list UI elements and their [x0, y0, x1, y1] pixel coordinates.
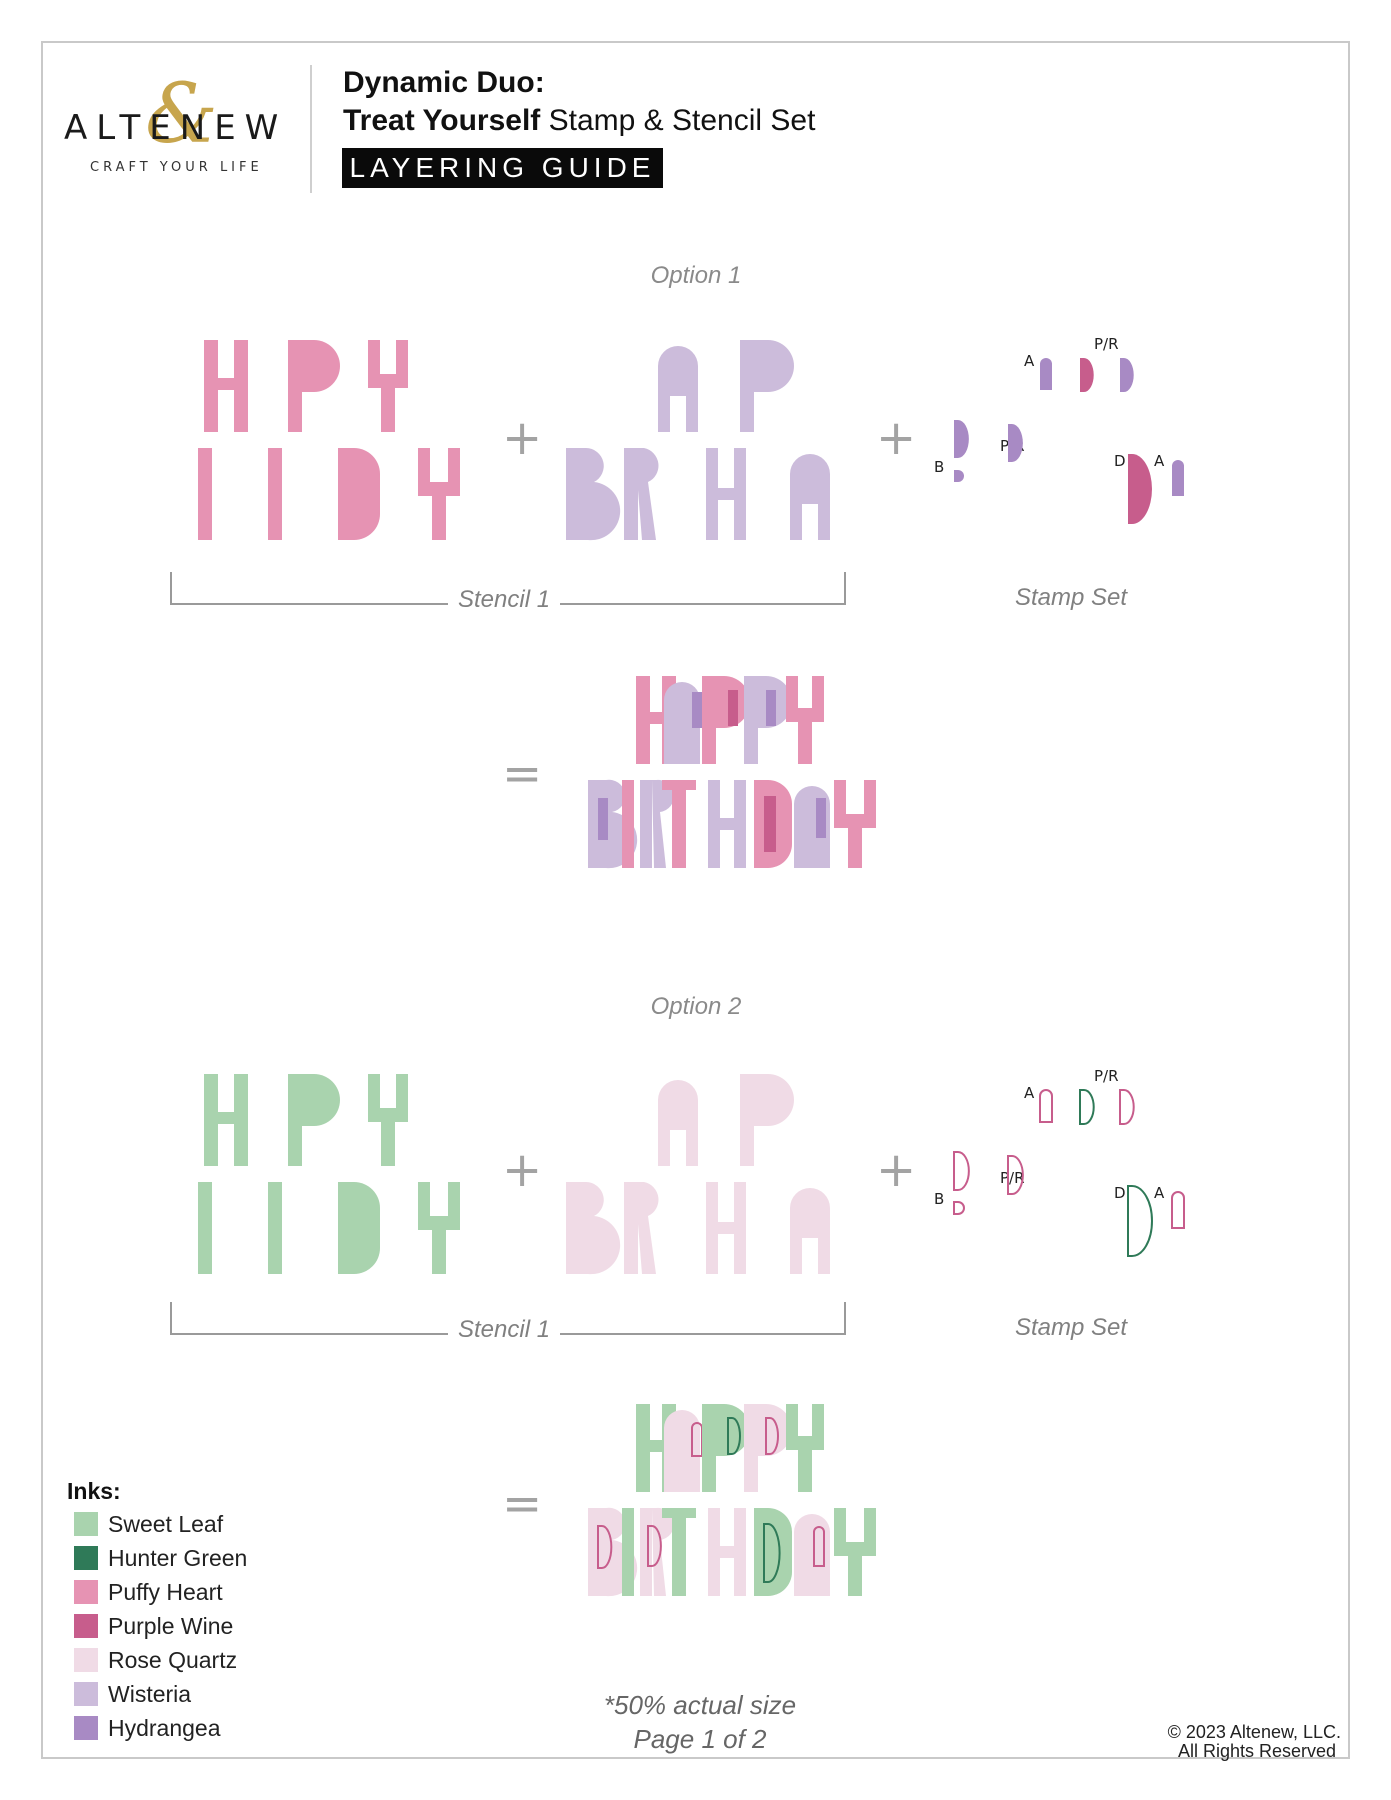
option-1-result-happy-birthday: [588, 676, 876, 869]
title-line-2: Treat Yourself Stamp & Stencil Set: [343, 104, 815, 138]
option-2-stamp-caption: Stamp Set: [1005, 1314, 1138, 1342]
swatch-puffy-heart: [74, 1580, 98, 1604]
scale-note: *50% actual size: [603, 1690, 797, 1720]
rights-reserved: All Rights Reserved: [1177, 1741, 1336, 1761]
option-1-plus-1: +: [502, 410, 543, 466]
option-1-stencil-caption: Stencil 1: [448, 586, 561, 614]
option-2-stamp-label-b: B: [934, 1190, 945, 1208]
ink-item: Rose Quartz: [74, 1646, 237, 1674]
option-2-plus-2: +: [876, 1142, 917, 1198]
option-2-stencil-a: [198, 1074, 460, 1274]
swatch-sweet-leaf: [74, 1512, 98, 1536]
option-2-stamp-set: [953, 1089, 1185, 1257]
ink-label: Sweet Leaf: [108, 1510, 224, 1537]
ink-item: Hunter Green: [74, 1544, 247, 1572]
copyright: © 2023 Altenew, LLC.: [1167, 1722, 1341, 1742]
option-1-stamp-label-a-2: A: [1154, 452, 1165, 470]
swatch-hunter-green: [74, 1546, 98, 1570]
title-bold: Treat Yourself: [343, 104, 541, 137]
inks-title: Inks:: [67, 1478, 121, 1504]
option-2-equals: =: [502, 1476, 543, 1532]
option-2-stencil-b: [566, 1074, 830, 1275]
option-1-title: Option 1: [650, 262, 742, 289]
ink-item: Sweet Leaf: [74, 1510, 223, 1538]
ink-item: Purple Wine: [74, 1612, 233, 1640]
option-1-stencil-b: [566, 340, 830, 541]
brand-logo: ALTENEW: [64, 108, 288, 148]
swatch-rose-quartz: [74, 1648, 98, 1672]
option-1-stamp-caption: Stamp Set: [1005, 584, 1138, 612]
ink-label: Rose Quartz: [108, 1646, 238, 1673]
option-1-plus-2: +: [876, 410, 917, 466]
option-2-stencil-caption: Stencil 1: [448, 1316, 561, 1344]
option-2-stamp-label-pr-2: P/R: [1000, 1169, 1025, 1187]
ink-item: Puffy Heart: [74, 1578, 223, 1606]
option-2-title: Option 2: [650, 993, 742, 1020]
brand-tagline: CRAFT YOUR LIFE: [90, 160, 263, 175]
option-2-stamp-label-pr: P/R: [1094, 1067, 1119, 1085]
ink-label: Wisteria: [108, 1680, 192, 1707]
option-1-equals: =: [502, 746, 543, 802]
ink-item: Wisteria: [74, 1680, 191, 1708]
page-number: Page 1 of 2: [633, 1724, 767, 1754]
option-1-stamp-label-pr: P/R: [1094, 335, 1119, 353]
swatch-purple-wine: [74, 1614, 98, 1638]
option-2-result-happy-birthday: [588, 1404, 876, 1597]
ink-item: Hydrangea: [74, 1714, 221, 1742]
ink-label: Purple Wine: [108, 1612, 234, 1639]
title-line-1: Dynamic Duo:: [343, 66, 545, 99]
option-1-stencil-a: [198, 340, 460, 540]
option-1-stamp-label-b: B: [934, 458, 945, 476]
header-divider: [310, 65, 312, 193]
swatch-wisteria: [74, 1682, 98, 1706]
option-2-stamp-label-d: D: [1114, 1184, 1126, 1202]
ink-label: Hydrangea: [108, 1714, 221, 1741]
logo-ampersand: &: [145, 67, 218, 162]
swatch-hydrangea: [74, 1716, 98, 1740]
ink-label: Puffy Heart: [108, 1578, 223, 1605]
option-2-stamp-label-a: A: [1024, 1084, 1035, 1102]
option-2-plus-1: +: [502, 1142, 543, 1198]
page-frame: [41, 41, 1350, 1759]
title-rest: Stamp & Stencil Set: [540, 104, 816, 137]
option-1-stamp-label-a: A: [1024, 352, 1035, 370]
ink-label: Hunter Green: [108, 1544, 248, 1571]
option-2-stamp-label-a-2: A: [1154, 1184, 1165, 1202]
option-1-stamp-label-d: D: [1114, 452, 1126, 470]
option-1-stamp-set: [954, 358, 1184, 524]
layering-guide-badge: LAYERING GUIDE: [342, 148, 663, 188]
